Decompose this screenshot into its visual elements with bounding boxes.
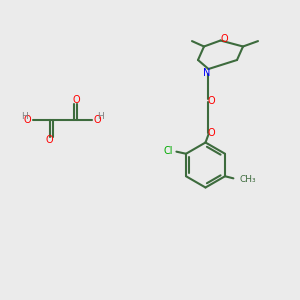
Text: N: N (203, 68, 211, 79)
Text: O: O (208, 128, 215, 139)
Text: O: O (24, 115, 31, 125)
Text: O: O (46, 135, 53, 145)
Text: Cl: Cl (163, 146, 172, 156)
Text: O: O (220, 34, 228, 44)
Text: CH₃: CH₃ (239, 175, 256, 184)
Text: O: O (208, 95, 215, 106)
Text: H: H (97, 112, 104, 121)
Text: O: O (73, 95, 80, 105)
Text: O: O (93, 115, 101, 125)
Text: H: H (22, 112, 28, 121)
